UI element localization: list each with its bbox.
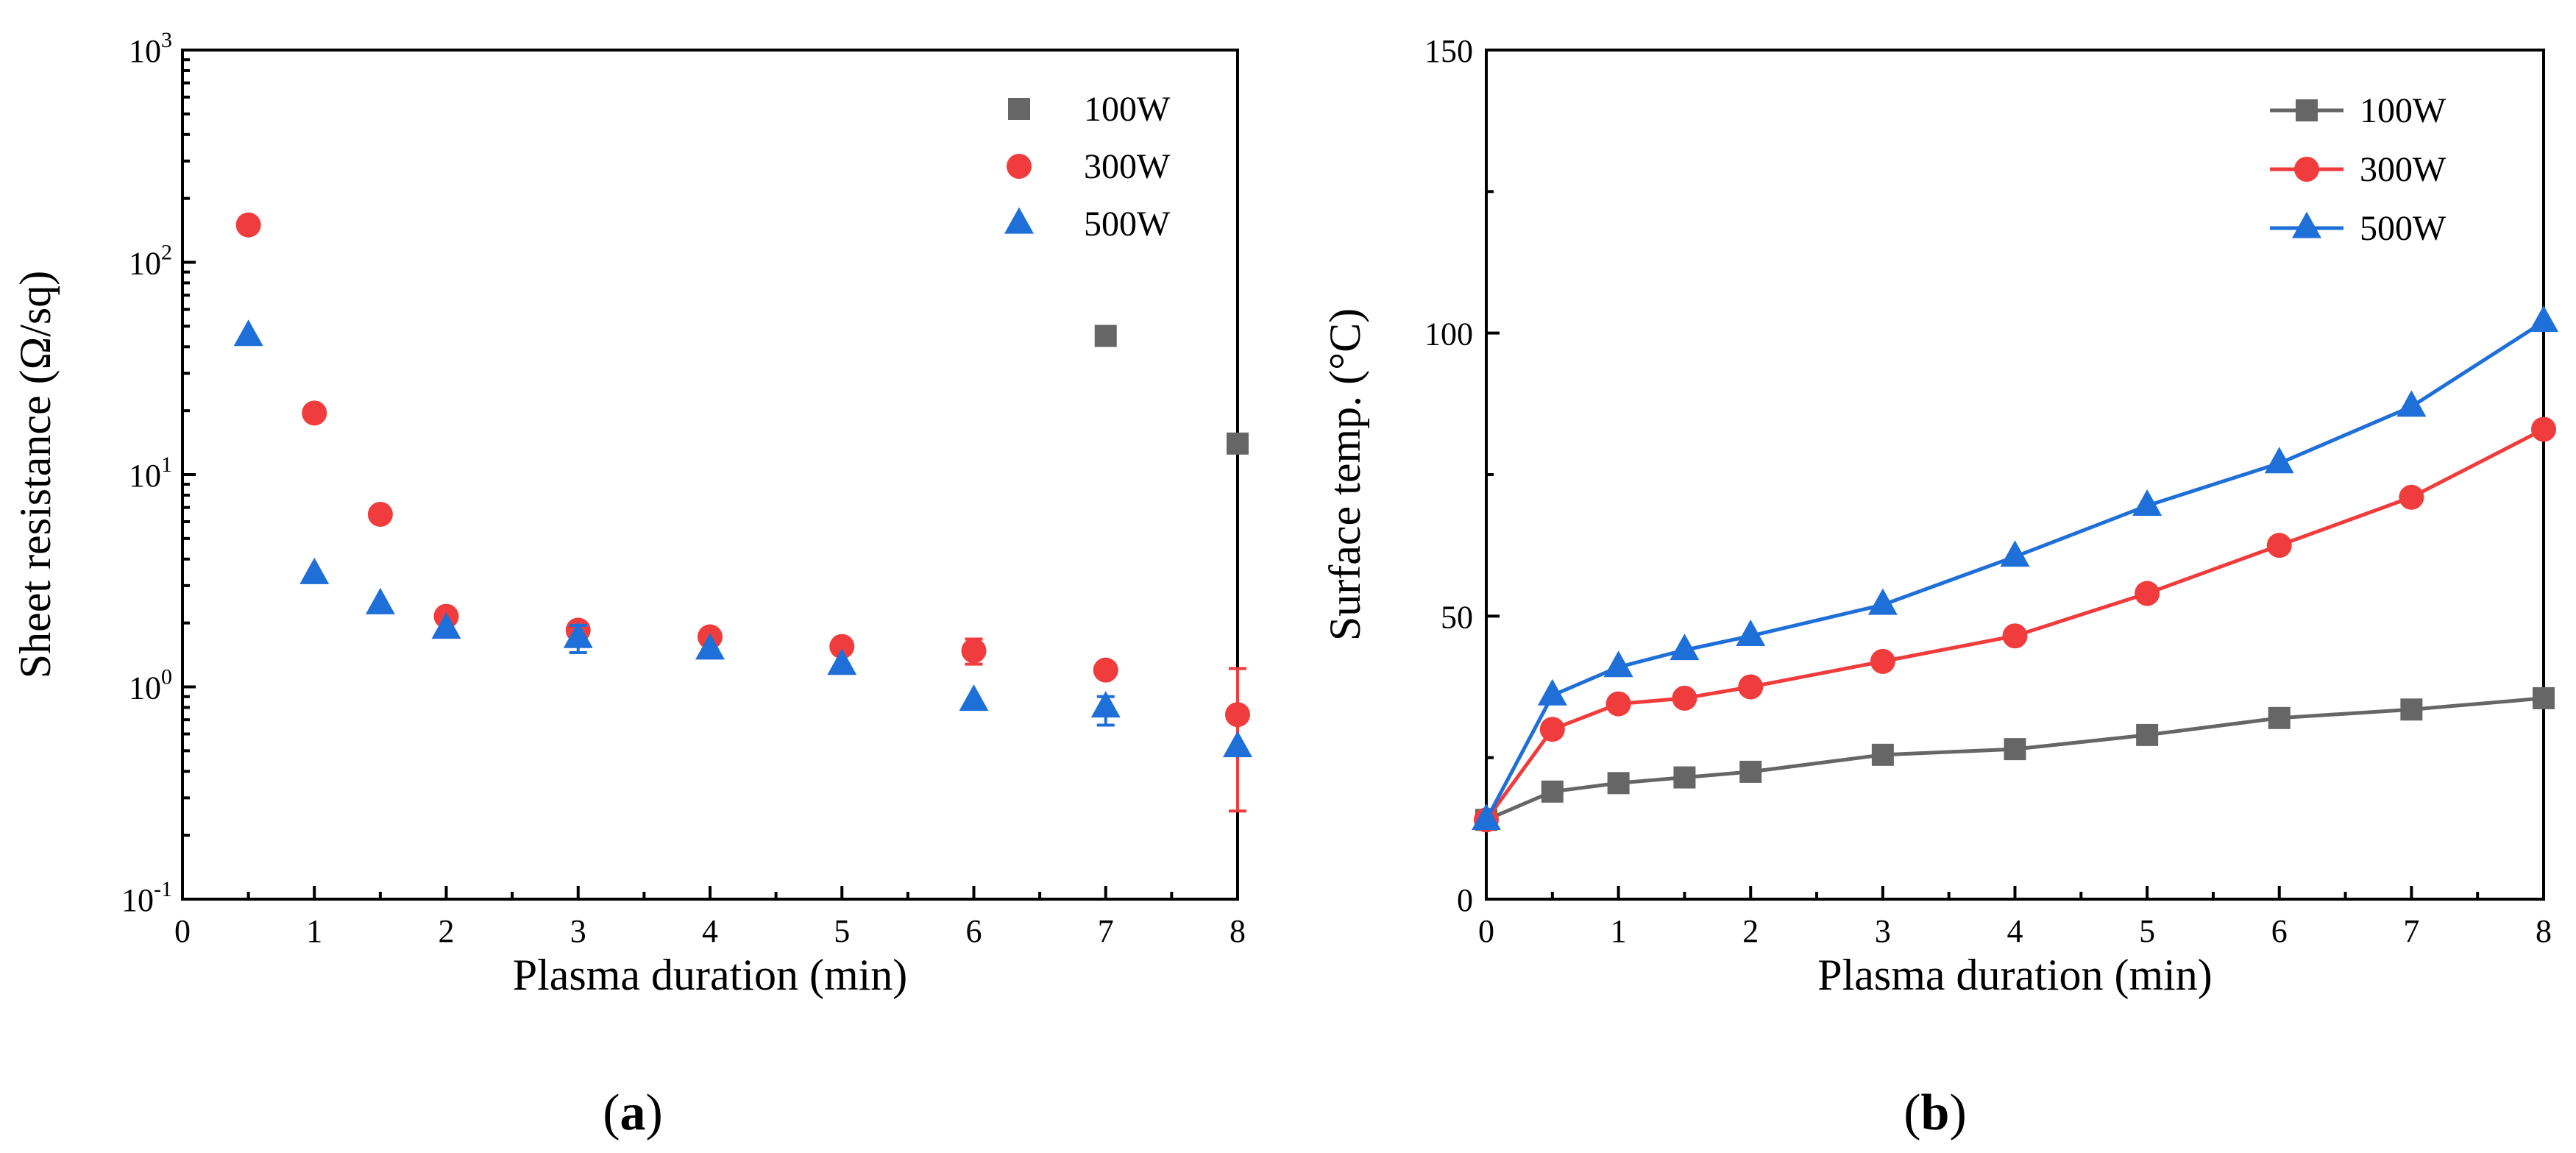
data-point-100W <box>1094 324 1117 347</box>
data-point-100W <box>1541 780 1564 803</box>
data-point-100W <box>1739 760 1762 783</box>
x-tick-label: 7 <box>2403 913 2419 949</box>
data-point-500W <box>2529 305 2558 332</box>
data-point-100W <box>1871 743 1894 766</box>
data-point-300W <box>1539 717 1565 742</box>
data-point-300W <box>2531 416 2556 442</box>
data-point-100W <box>1673 766 1696 789</box>
x-tick-label: 0 <box>174 913 191 949</box>
data-point-500W <box>2000 540 2030 567</box>
y-tick-label: 0 <box>1457 882 1473 918</box>
data-point-300W <box>1605 691 1631 717</box>
y-tick-label: 100 <box>129 665 172 706</box>
x-tick-label: 3 <box>1875 913 1891 949</box>
data-point-300W <box>2002 623 2028 649</box>
x-tick-label: 2 <box>1742 913 1759 949</box>
y-tick-label: 150 <box>1424 33 1473 69</box>
x-tick-label: 7 <box>1098 913 1114 949</box>
data-point-500W <box>1670 634 1700 661</box>
x-axis-title: Plasma duration (min) <box>513 951 908 999</box>
y-axis-title: Sheet resistance (Ω/sq) <box>11 271 60 678</box>
data-point-100W <box>2533 687 2555 709</box>
data-point-300W <box>235 212 261 238</box>
y-axis-title: Surface temp. (°C) <box>1321 308 1369 641</box>
plot-frame <box>181 49 1239 901</box>
data-point-300W <box>1225 702 1250 728</box>
data-point-500W <box>2396 390 2427 417</box>
data-point-300W <box>2399 484 2424 510</box>
data-point-500W <box>695 633 725 660</box>
legend-marker-100W <box>1008 98 1030 120</box>
y-tick-label: 102 <box>129 241 172 282</box>
legend-label: 100W <box>1084 90 1171 129</box>
x-tick-label: 6 <box>966 913 982 949</box>
legend-marker-300W <box>2294 157 2319 182</box>
data-point-500W <box>1090 691 1121 718</box>
x-tick-label: 2 <box>439 913 455 949</box>
y-tick-label: 103 <box>129 28 172 69</box>
legend-label: 500W <box>1084 205 1171 244</box>
data-point-300W <box>1672 685 1697 711</box>
data-point-300W <box>2135 581 2160 606</box>
legend-label: 300W <box>1084 147 1171 186</box>
data-point-500W <box>563 621 593 648</box>
data-point-500W <box>959 684 989 712</box>
x-tick-label: 8 <box>2536 913 2552 949</box>
x-tick-label: 4 <box>702 913 718 949</box>
data-point-300W <box>1093 657 1118 683</box>
legend-marker-100W <box>2296 99 2318 121</box>
y-tick-label: 10-1 <box>121 877 172 918</box>
x-tick-label: 6 <box>2271 913 2288 949</box>
chart-panel-b: 0 1 2 3 4 5 6 7 8 0 50 100 150 Plasma duration (min) S… <box>1321 33 2558 999</box>
data-point-100W <box>1227 432 1249 455</box>
data-point-500W <box>233 319 263 347</box>
legend-marker-300W <box>1007 154 1032 179</box>
legend-marker-500W <box>2292 211 2321 238</box>
data-point-500W <box>365 587 395 614</box>
x-tick-label: 8 <box>1230 913 1246 949</box>
data-point-300W <box>1870 648 1895 674</box>
legend-label: 300W <box>2360 150 2447 189</box>
data-point-500W <box>1223 731 1252 758</box>
data-point-500W <box>1603 650 1633 678</box>
data-point-100W <box>2136 723 2159 746</box>
data-point-300W <box>1738 674 1764 700</box>
data-point-500W <box>1867 588 1898 615</box>
data-point-100W <box>2268 706 2291 729</box>
data-point-300W <box>302 400 327 426</box>
x-tick-label: 0 <box>1478 913 1494 949</box>
x-axis-title: Plasma duration (min) <box>1817 951 2213 999</box>
y-tick-label: 100 <box>1424 316 1473 352</box>
x-tick-label: 4 <box>2007 913 2023 949</box>
data-point-100W <box>1607 772 1630 795</box>
data-point-300W <box>829 634 855 659</box>
x-tick-label: 5 <box>2139 913 2155 949</box>
data-point-500W <box>1736 619 1766 646</box>
data-point-500W <box>2264 447 2294 474</box>
data-point-100W <box>2004 738 2026 761</box>
x-tick-label: 3 <box>570 913 586 949</box>
panel-label-a: (a) <box>603 1085 663 1141</box>
x-tick-label: 1 <box>306 913 322 949</box>
data-point-500W <box>1537 678 1567 706</box>
x-tick-label: 5 <box>834 913 850 949</box>
data-point-300W <box>961 638 987 664</box>
chart-panel-a: 0 1 2 3 4 5 6 7 8 10-1 100 101 102 103 Plasma duration… <box>11 28 1252 999</box>
data-point-300W <box>2266 533 2292 558</box>
x-tick-label: 1 <box>1611 913 1627 949</box>
data-point-500W <box>431 612 461 639</box>
data-point-100W <box>2400 698 2423 721</box>
y-tick-label: 50 <box>1441 599 1473 635</box>
y-tick-label: 101 <box>129 453 172 494</box>
data-point-300W <box>367 501 393 527</box>
legend-label: 500W <box>2360 209 2447 248</box>
data-point-500W <box>1472 803 1501 830</box>
data-point-500W <box>299 557 330 584</box>
legend-marker-500W <box>1004 207 1034 234</box>
panel-label-b: (b) <box>1903 1085 1967 1141</box>
data-point-500W <box>827 648 857 675</box>
legend-label: 100W <box>2360 91 2447 130</box>
data-point-500W <box>2132 489 2162 516</box>
